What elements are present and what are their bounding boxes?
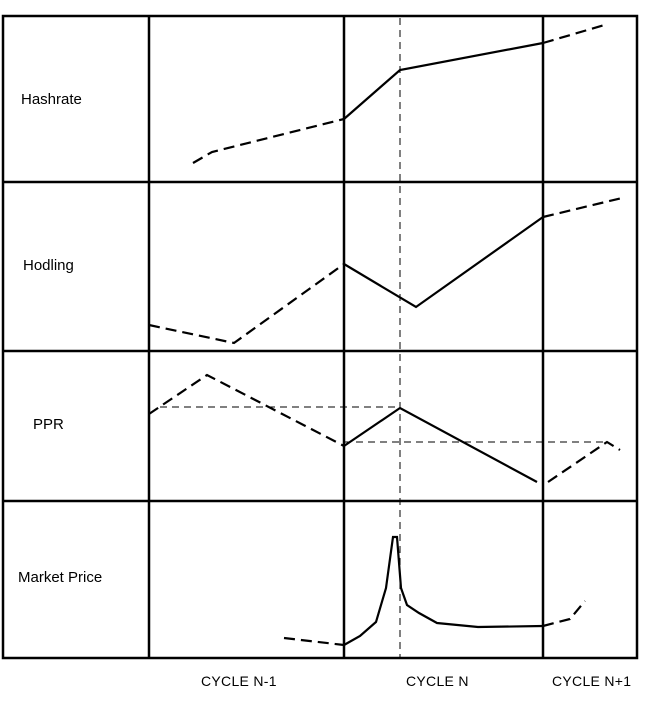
hodling-segment-current bbox=[343, 216, 544, 309]
grid bbox=[1, 14, 639, 660]
hodling-segment-past bbox=[148, 263, 345, 345]
grid-border bbox=[1, 14, 639, 660]
hashrate-curve bbox=[192, 22, 609, 164]
hodling-curve bbox=[148, 196, 623, 345]
ppr-segment-past bbox=[148, 373, 345, 447]
ppr-segment-current bbox=[343, 406, 538, 483]
cycle-label-n-minus-1: CYCLE N-1 bbox=[201, 673, 277, 689]
row-label-hashrate: Hashrate bbox=[21, 91, 82, 108]
cycle-label-n-plus-1: CYCLE N+1 bbox=[552, 673, 632, 689]
market-price-segment-current bbox=[343, 535, 544, 646]
row-label-ppr: PPR bbox=[33, 416, 64, 433]
hashrate-segment-future bbox=[542, 22, 609, 45]
row-label-hodling: Hodling bbox=[23, 257, 74, 274]
hodling-segment-future bbox=[542, 196, 623, 219]
ppr-curve bbox=[148, 373, 621, 483]
market-price-segment-past bbox=[283, 636, 345, 647]
hashrate-segment-current bbox=[343, 41, 544, 120]
cycle-label-n: CYCLE N bbox=[406, 673, 469, 689]
market-price-curve bbox=[283, 535, 586, 647]
market-price-segment-future bbox=[542, 600, 586, 628]
row-label-market-price: Market Price bbox=[18, 569, 103, 586]
ppr-segment-future bbox=[547, 440, 621, 483]
hashrate-segment-past bbox=[192, 117, 345, 164]
